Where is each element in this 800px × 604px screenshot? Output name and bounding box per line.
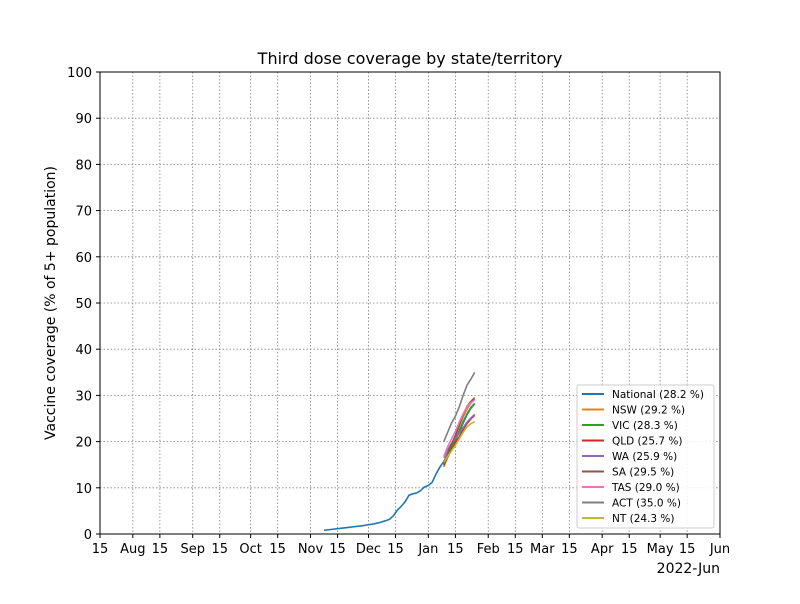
x-tick-label: 15 — [561, 542, 578, 557]
x-tick-label: 15 — [679, 542, 696, 557]
y-tick-label: 30 — [75, 389, 92, 404]
series-line-6 — [443, 399, 476, 457]
series-line-4 — [443, 413, 476, 459]
legend-label: SA (29.5 %) — [612, 467, 674, 479]
x-tick-label: Oct — [239, 542, 261, 557]
y-tick-label: 20 — [75, 436, 92, 451]
legend-label: QLD (25.7 %) — [612, 436, 682, 448]
y-tick-label: 80 — [75, 158, 92, 173]
chart-title: Third dose coverage by state/territory — [257, 49, 563, 68]
x-tick-label: 15 — [211, 542, 228, 557]
x-tick-label: 15 — [447, 542, 464, 557]
x-tick-label: 15 — [152, 542, 169, 557]
y-tick-label: 90 — [75, 112, 92, 127]
x-tick-label: Aug — [120, 542, 145, 557]
legend-box — [576, 384, 715, 529]
legend: National (28.2 %) NSW (29.2 %) VIC (28.3 %… — [576, 384, 715, 529]
legend-label: TAS (29.0 %) — [611, 482, 680, 494]
legend-label: National (28.2 %) — [612, 389, 704, 401]
x-tick-label: Jun — [709, 542, 730, 557]
x-tick-label: 15 — [92, 542, 109, 557]
x-tick-label: Feb — [477, 542, 500, 557]
y-tick-label: 40 — [75, 343, 92, 358]
legend-label: VIC (28.3 %) — [612, 420, 678, 432]
y-tick-label: 60 — [75, 251, 92, 266]
x-tick-label: 15 — [621, 542, 638, 557]
legend-label: WA (25.9 %) — [612, 451, 677, 463]
x-tick-label: Sep — [180, 542, 205, 557]
x-tick-label: Mar — [530, 542, 555, 557]
y-tick-label: 10 — [75, 482, 92, 497]
x-axis: 15 Aug 15 Sep 15 Oct 15 Nov 15 Dec 15 Jan 15 Feb 15 Mar… — [92, 534, 730, 557]
legend-label: NSW (29.2 %) — [612, 405, 685, 417]
x-tick-label: Apr — [591, 542, 614, 557]
x-tick-label: 15 — [269, 542, 286, 557]
x-tick-label: Jan — [417, 542, 438, 557]
y-tick-label: 50 — [75, 297, 92, 312]
legend-label: NT (24.3 %) — [612, 513, 675, 525]
legend-label: ACT (35.0 %) — [612, 498, 681, 510]
x-tick-label: 15 — [507, 542, 524, 557]
x-axis-offset-label: 2022-Jun — [657, 561, 720, 577]
x-tick-label: 15 — [329, 542, 346, 557]
y-tick-label: 70 — [75, 205, 92, 220]
series-line-2 — [443, 402, 476, 466]
y-tick-label: 0 — [84, 528, 92, 543]
x-tick-label: Dec — [356, 542, 381, 557]
series-layer — [323, 371, 476, 532]
y-axis-label: Vaccine coverage (% of 5+ population) — [43, 166, 59, 440]
y-tick-label: 100 — [67, 66, 92, 81]
y-axis: 0 10 20 30 40 50 60 70 80 90 100 — [67, 66, 100, 543]
x-tick-label: May — [647, 542, 674, 557]
x-tick-label: Nov — [298, 542, 324, 557]
series-line-7 — [443, 371, 476, 442]
series-line-8 — [443, 421, 476, 463]
x-tick-label: 15 — [387, 542, 404, 557]
